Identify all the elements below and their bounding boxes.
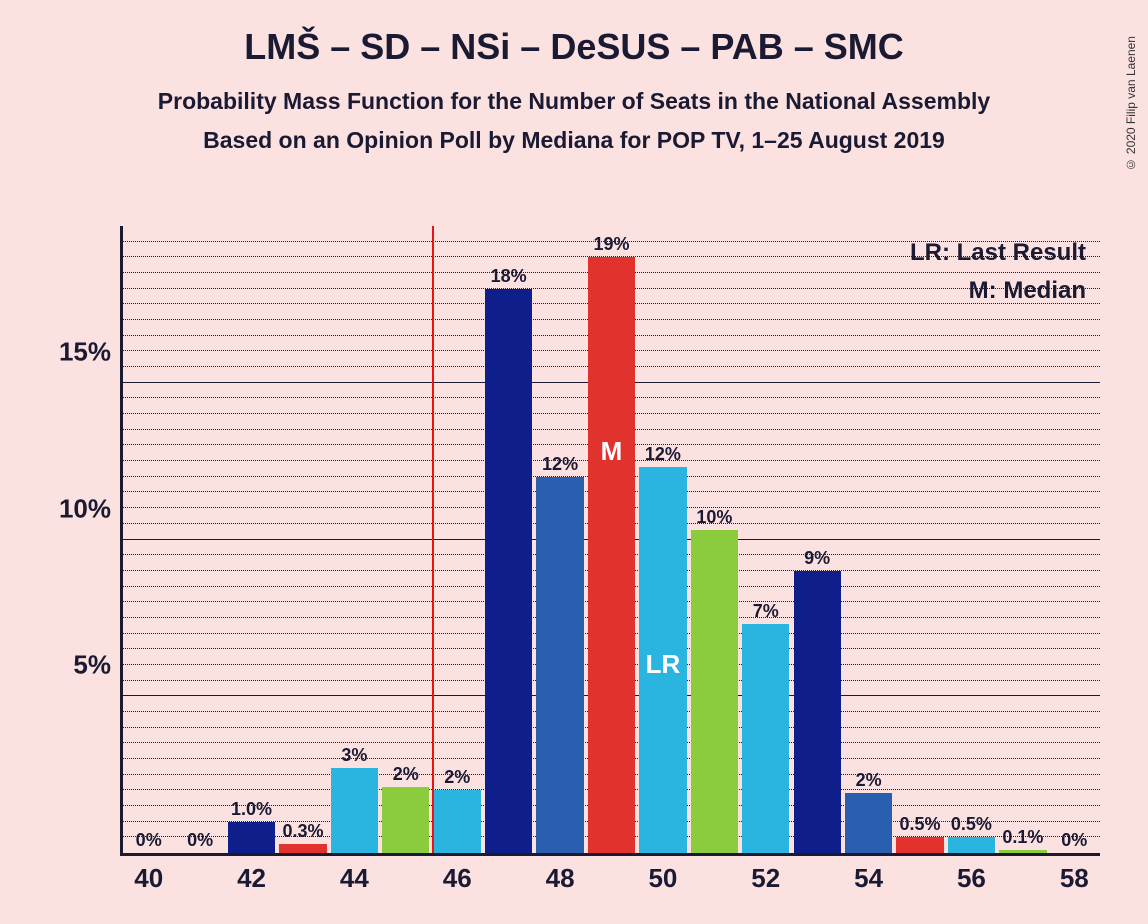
x-axis-label: 48 — [546, 853, 575, 894]
bar: 19%M — [588, 257, 635, 853]
chart-plot-area: LR: Last Result M: Median 5%10%15%404244… — [120, 226, 1100, 856]
copyright-text: © 2020 Filip van Laenen — [1124, 36, 1138, 171]
bar-inner-label: LR — [646, 649, 681, 680]
bar: 0.5% — [896, 837, 943, 853]
bar-value-label: 2% — [444, 767, 470, 790]
chart-subtitle-1: Probability Mass Function for the Number… — [0, 88, 1148, 115]
bar: 9% — [794, 571, 841, 853]
bar: 12% — [536, 477, 583, 853]
bar-value-label: 0.1% — [1002, 827, 1043, 850]
bar: 10% — [691, 530, 738, 853]
x-axis-label: 56 — [957, 853, 986, 894]
y-axis-label: 10% — [59, 493, 123, 524]
bar-inner-label: M — [601, 436, 623, 467]
bar: 1.0% — [228, 822, 275, 853]
bar-value-label: 2% — [856, 770, 882, 793]
bar-value-label: 0% — [187, 830, 213, 853]
chart-title: LMŠ – SD – NSi – DeSUS – PAB – SMC — [0, 26, 1148, 68]
bar: 0.1% — [999, 850, 1046, 853]
bar-value-label: 19% — [593, 234, 629, 257]
bar: 2% — [434, 790, 481, 853]
bar: 12%LR — [639, 467, 686, 853]
bar-value-label: 0% — [1061, 830, 1087, 853]
chart-subtitle-2: Based on an Opinion Poll by Mediana for … — [0, 127, 1148, 154]
bar: 2% — [845, 793, 892, 853]
bar-value-label: 12% — [542, 454, 578, 477]
bar-value-label: 0.5% — [899, 814, 940, 837]
bar: 0.5% — [948, 837, 995, 853]
x-axis-label: 40 — [134, 853, 163, 894]
bar: 3% — [331, 768, 378, 853]
bar: 2% — [382, 787, 429, 853]
y-axis-label: 5% — [73, 650, 123, 681]
bar: 18% — [485, 289, 532, 853]
x-axis-label: 50 — [648, 853, 677, 894]
reference-line — [432, 226, 434, 853]
x-axis-label: 54 — [854, 853, 883, 894]
bar-value-label: 10% — [696, 507, 732, 530]
bar-value-label: 12% — [645, 444, 681, 467]
x-axis-label: 52 — [751, 853, 780, 894]
bar-value-label: 2% — [393, 764, 419, 787]
y-axis-label: 15% — [59, 336, 123, 367]
x-axis-label: 58 — [1060, 853, 1089, 894]
bar-value-label: 1.0% — [231, 799, 272, 822]
bar-value-label: 9% — [804, 548, 830, 571]
bar: 7% — [742, 624, 789, 853]
bar-value-label: 0.3% — [282, 821, 323, 844]
bar-value-label: 18% — [491, 266, 527, 289]
x-axis-label: 46 — [443, 853, 472, 894]
x-axis-label: 44 — [340, 853, 369, 894]
bar: 0.3% — [279, 844, 326, 853]
bar-value-label: 3% — [341, 745, 367, 768]
legend-m: M: Median — [910, 272, 1086, 310]
bar-value-label: 7% — [753, 601, 779, 624]
bar-value-label: 0% — [136, 830, 162, 853]
bar-value-label: 0.5% — [951, 814, 992, 837]
x-axis-label: 42 — [237, 853, 266, 894]
